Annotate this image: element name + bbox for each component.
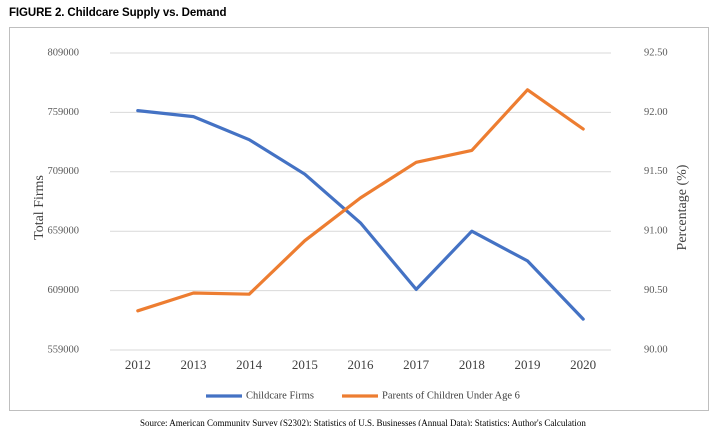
data-point — [136, 109, 139, 112]
y-right-tick-label: 91.00 — [644, 226, 668, 237]
x-tick-label: 2019 — [515, 357, 541, 372]
x-tick-label: 2015 — [292, 357, 318, 372]
series-line — [136, 88, 585, 313]
y-right-axis-label: Percentage (%) — [675, 164, 690, 250]
data-point — [470, 149, 473, 152]
y-right-tick-label: 90.00 — [644, 344, 668, 355]
data-point — [359, 221, 362, 224]
data-point — [303, 173, 306, 176]
data-point — [359, 196, 362, 199]
data-point — [192, 291, 195, 294]
y-left-tick-label: 709000 — [48, 166, 80, 177]
data-point — [303, 239, 306, 242]
y-left-tick-label: 809000 — [48, 47, 80, 58]
data-point — [415, 288, 418, 291]
data-point — [248, 293, 251, 296]
x-tick-label: 2013 — [181, 357, 207, 372]
chart-frame: 559000 609000 659000 709000 759000 809000 90.0… — [9, 27, 709, 411]
data-point — [582, 127, 585, 130]
x-tick-label: 2018 — [459, 357, 485, 372]
data-point — [526, 88, 529, 91]
legend-label: Parents of Children Under Age 6 — [382, 390, 520, 401]
y-right-tick-label: 92.50 — [644, 47, 668, 58]
figure-title: FIGURE 2. Childcare Supply vs. Demand — [9, 7, 227, 19]
data-point — [192, 115, 195, 118]
y-left-tick-label: 759000 — [48, 107, 80, 118]
x-tick-label: 2020 — [570, 357, 596, 372]
data-point — [136, 309, 139, 312]
chart: 559000 609000 659000 709000 759000 809000 90.0… — [32, 47, 690, 401]
y-left-tick-label: 559000 — [48, 344, 80, 355]
legend-label: Childcare Firms — [246, 390, 314, 401]
x-tick-label: 2017 — [403, 357, 430, 372]
y-right-tick-label: 90.50 — [644, 285, 668, 296]
y-right-tick-label: 91.50 — [644, 166, 668, 177]
data-point — [415, 161, 418, 164]
x-tick-label: 2012 — [125, 357, 151, 372]
source-note: Source: American Community Survey (S2302… — [140, 418, 586, 426]
y-left-axis-label: Total Firms — [32, 175, 47, 240]
data-point — [582, 318, 585, 321]
y-left-tick-label: 659000 — [48, 226, 80, 237]
series-line — [136, 108, 585, 321]
y-left-tick-label: 609000 — [48, 285, 80, 296]
data-point — [248, 138, 251, 141]
data-point — [526, 259, 529, 262]
x-tick-label: 2014 — [236, 357, 263, 372]
y-right-tick-label: 92.00 — [644, 107, 668, 118]
x-tick-label: 2016 — [348, 357, 375, 372]
data-point — [470, 230, 473, 233]
